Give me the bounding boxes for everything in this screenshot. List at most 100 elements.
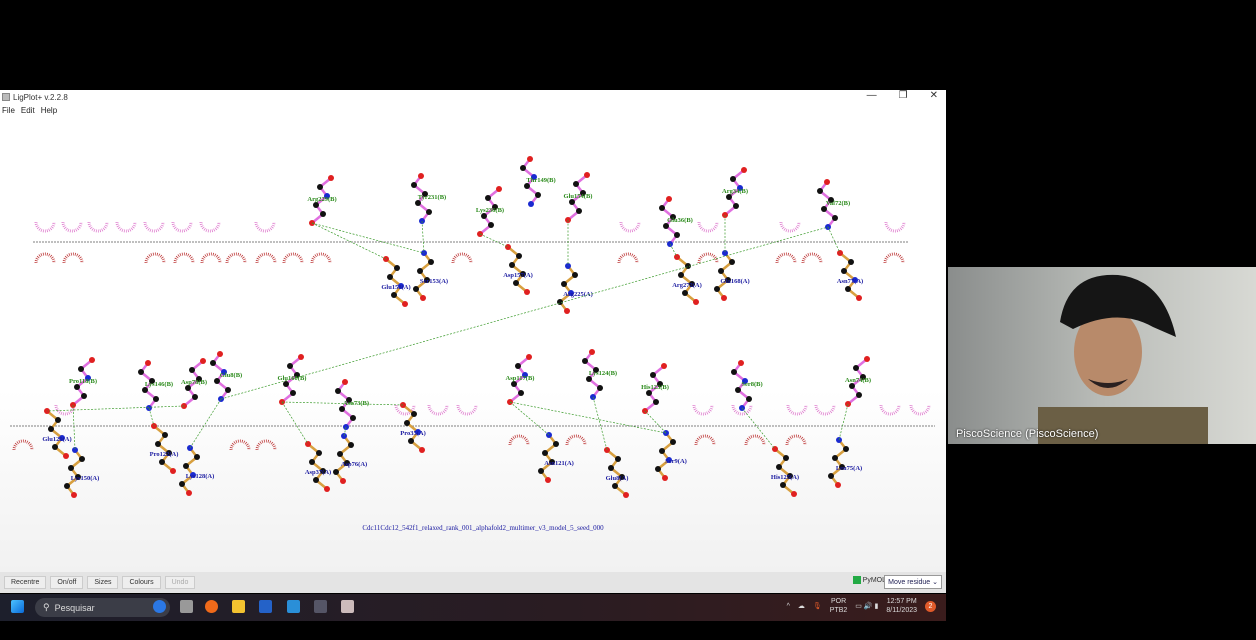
atom (522, 372, 528, 378)
menu-edit[interactable]: Edit (20, 105, 35, 115)
atom (68, 465, 74, 471)
close-button[interactable]: ✕ (929, 90, 938, 101)
atom (580, 190, 586, 196)
residue-label: Arg34(B) (722, 188, 748, 195)
sizes-button[interactable]: Sizes (87, 576, 119, 589)
atom (670, 439, 676, 445)
app-icon-blue[interactable] (287, 600, 300, 613)
residue-label: Ser153(A) (420, 278, 448, 285)
residue-label: Val72(B) (826, 200, 850, 207)
atom (496, 186, 502, 192)
residue-label: Pro118(B) (69, 378, 97, 385)
windows-start-icon[interactable] (11, 600, 24, 613)
hydrophobic-contact-arc (508, 434, 530, 446)
task-view-icon[interactable] (180, 600, 193, 613)
menu-help[interactable]: Help (40, 105, 58, 115)
residue-label: Glu168(A) (720, 278, 749, 285)
atom (488, 222, 494, 228)
atom (714, 286, 720, 292)
hydrophobic-contact-arc (34, 252, 56, 264)
atom (689, 281, 695, 287)
participant-name: PiscoScience (PiscoScience) (956, 428, 1099, 440)
residue-label: Lys124(B) (589, 370, 617, 377)
input-language[interactable]: POR PTB2 (830, 597, 848, 615)
atom (419, 447, 425, 453)
hydrophobic-contact-arc (87, 221, 109, 233)
network-volume-battery-icons[interactable]: ▭ 🔊 ▮ (855, 603, 879, 610)
hydrophobic-contact-arc (34, 221, 56, 233)
hydrogen-bond (220, 226, 829, 400)
atom (730, 176, 736, 182)
undo-button[interactable]: Undo (164, 576, 196, 589)
atom (513, 280, 519, 286)
hydrophobic-contact-arc (171, 221, 193, 233)
copilot-icon[interactable] (153, 600, 166, 613)
firefox-icon[interactable] (205, 600, 218, 613)
java-ligplot-icon[interactable] (341, 600, 354, 613)
atom (337, 451, 343, 457)
residue-bonds (656, 432, 675, 479)
menu-file[interactable]: File (2, 105, 15, 115)
atom (492, 204, 498, 210)
hydrogen-bond (311, 222, 425, 254)
hydrogen-bond (343, 426, 347, 437)
atom (860, 374, 866, 380)
atom (333, 469, 339, 475)
atom (619, 474, 625, 480)
atom (214, 378, 220, 384)
atom (505, 244, 511, 250)
atom (538, 468, 544, 474)
hydrophobic-contact-arc (115, 221, 137, 233)
residue-label: Glu129(A) (42, 436, 71, 443)
atom (582, 358, 588, 364)
atom (64, 483, 70, 489)
notification-badge[interactable]: 2 (925, 600, 936, 612)
app-icon-green[interactable] (314, 600, 327, 613)
hydrogen-bond (644, 410, 667, 434)
ligplot-canvas[interactable]: Arg229(B) Tyr231(B) Lys236(B) Thr149(B) Glu1… (0, 116, 946, 572)
atom (584, 172, 590, 178)
pymol-button[interactable]: PyMOL (852, 576, 886, 584)
chevron-up-icon[interactable]: ^ (786, 602, 790, 610)
atom (485, 195, 491, 201)
minimize-button[interactable]: — (866, 90, 877, 101)
hydrogen-bond (421, 220, 425, 254)
atom (155, 441, 161, 447)
atom (572, 272, 578, 278)
atom (832, 455, 838, 461)
recentre-button[interactable]: Recentre (4, 576, 47, 589)
atom (674, 232, 680, 238)
ligplot-window: LigPlot+ v.2.2.8 — ❐ ✕ File Edit Help Ar… (0, 90, 946, 593)
atom (287, 363, 293, 369)
word-icon[interactable] (259, 600, 272, 613)
clock[interactable]: 12:57 PM 8/11/2023 (886, 597, 917, 615)
hydrogen-bond (838, 403, 849, 441)
atom (573, 181, 579, 187)
atom (413, 286, 419, 292)
residue-label: Lys128(A) (186, 473, 215, 480)
atom (662, 475, 668, 481)
colours-button[interactable]: Colours (122, 576, 161, 589)
atom (670, 214, 676, 220)
maximize-button[interactable]: ❐ (898, 90, 908, 101)
hydrophobic-contact-arc (282, 252, 304, 264)
mode-select[interactable]: Move residue ⌄ (884, 575, 942, 589)
taskbar-search[interactable]: ⚲ Pesquisar (35, 598, 170, 617)
atom (404, 420, 410, 426)
hydrogen-bond (281, 401, 309, 445)
atom (527, 156, 533, 162)
atom (186, 490, 192, 496)
atom (317, 184, 323, 190)
atom (650, 372, 656, 378)
cloud-icon[interactable]: ☁ (797, 603, 805, 610)
hydrophobic-contact-arc (697, 252, 719, 264)
interaction-diagram[interactable]: Arg229(B) Tyr231(B) Lys236(B) Thr149(B) Glu1… (0, 116, 946, 572)
atom (391, 292, 397, 298)
atom (72, 447, 78, 453)
atom (735, 387, 741, 393)
atom (346, 397, 352, 403)
microphone-icon[interactable]: 🎙 (812, 603, 822, 610)
file-explorer-icon[interactable] (232, 600, 245, 613)
onoff-button[interactable]: On/off (50, 576, 84, 589)
hydrophobic-contact-arc (692, 404, 714, 416)
